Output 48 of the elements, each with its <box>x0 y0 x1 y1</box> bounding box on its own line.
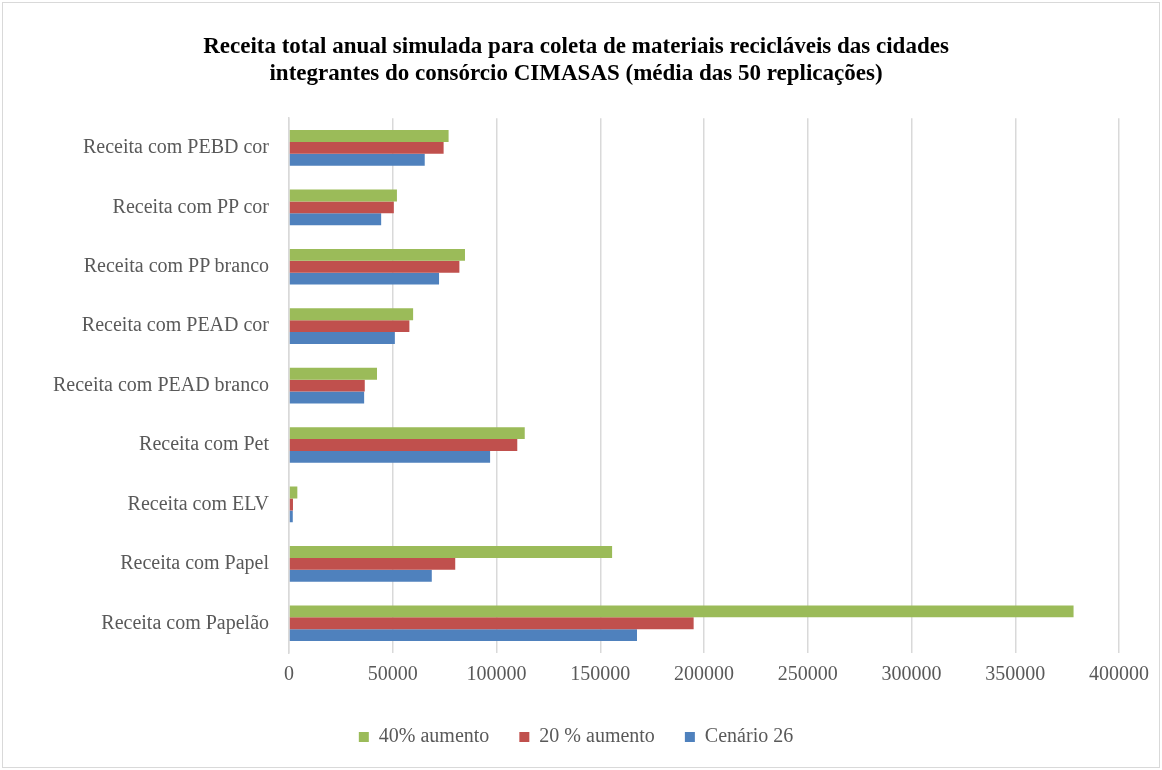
y-tick-label: Receita com PP branco <box>83 254 270 277</box>
bar <box>289 486 298 499</box>
bar <box>289 546 613 558</box>
bar <box>289 213 382 226</box>
legend-label: 40% aumento <box>378 724 490 747</box>
bar <box>289 439 518 451</box>
bar <box>289 189 397 202</box>
bar <box>289 569 432 582</box>
x-tick-label: 300000 <box>881 662 942 685</box>
x-tick-label: 50000 <box>367 662 418 685</box>
x-tick-label: 200000 <box>674 662 735 685</box>
x-tick-label: 400000 <box>1089 662 1149 685</box>
bar <box>289 510 293 523</box>
bar <box>289 450 491 463</box>
bar <box>289 130 449 142</box>
x-tick-label: 0 <box>284 662 295 685</box>
bar <box>289 141 444 154</box>
y-tick-label: Receita com PEBD cor <box>82 135 270 158</box>
y-tick-label: Receita com Papel <box>120 551 270 575</box>
bar <box>289 605 1074 618</box>
y-tick-label: Receita com Pet <box>139 432 270 455</box>
bar <box>289 367 378 380</box>
bar <box>289 153 425 166</box>
y-tick-label: Receita com ELV <box>127 491 270 514</box>
legend-label: 20 % aumento <box>539 724 655 747</box>
x-tick-label: 350000 <box>985 662 1046 685</box>
bar <box>289 320 410 333</box>
legend-label: Cenário 26 <box>704 724 794 747</box>
y-tick-label: Receita com PEAD branco <box>52 372 270 395</box>
x-tick-label: 100000 <box>466 662 527 685</box>
chart-title: Receita total anual simulada para coleta de materiais recicláveis das cidades integrantes do consórcio CIMASAS (média das 50 replicações) <box>203 32 949 86</box>
x-tick-label: 250000 <box>777 662 838 685</box>
bar <box>289 248 465 261</box>
bar <box>289 617 694 630</box>
bar <box>289 260 460 273</box>
bar <box>289 391 365 404</box>
y-tick-label: Receita com PP cor <box>112 194 270 217</box>
bar <box>289 379 365 392</box>
y-tick-label: Receita com PEAD cor <box>81 313 270 336</box>
bar <box>289 308 414 321</box>
x-tick-label: 150000 <box>570 662 631 685</box>
bar <box>289 427 525 440</box>
bar <box>289 272 440 285</box>
bar <box>289 557 456 570</box>
bar <box>289 629 637 642</box>
bar <box>289 201 394 214</box>
y-tick-label: Receita com Papelão <box>101 610 270 634</box>
bar <box>289 332 395 344</box>
